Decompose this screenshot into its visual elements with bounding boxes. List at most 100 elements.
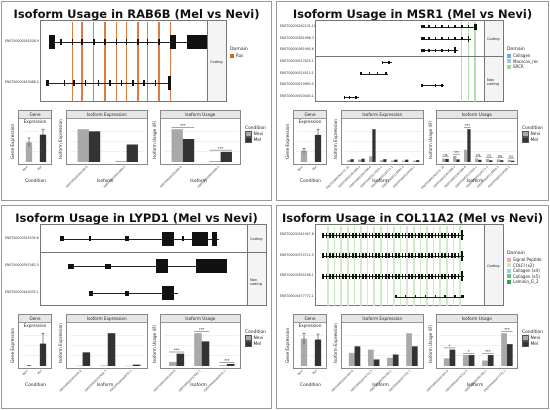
protein-domain-band [158, 22, 160, 102]
bar-mel [477, 159, 482, 162]
exon-block [454, 232, 456, 238]
exon-block [81, 38, 84, 45]
protein-domain-band [71, 22, 74, 102]
exon-block [414, 295, 417, 299]
exon-block [146, 38, 149, 45]
bar-nevi [300, 338, 308, 366]
tick-label: Nevi [21, 165, 28, 172]
tick-label: Nevi [296, 165, 303, 172]
bar-nevi [348, 352, 355, 366]
bar-mel [201, 341, 209, 366]
exon-block [421, 48, 425, 52]
intron-line [60, 238, 219, 240]
exon-block [92, 38, 95, 45]
bar-mel [449, 349, 455, 366]
exon-block [434, 83, 437, 87]
exon-block [441, 25, 443, 29]
mini-chart-title: Gene Expression [19, 315, 51, 328]
domain-legend: Domain Signal Peptide COLFI (x2) Collagen (… [507, 251, 542, 285]
exon-block [427, 253, 430, 259]
protein-domain-band [340, 226, 343, 306]
domain-legend-label: Collagen [513, 53, 531, 59]
significance-label: *** [464, 124, 470, 128]
domain-swatch [507, 279, 511, 284]
x-axis-label: Condition [25, 179, 46, 184]
exon-block [358, 232, 361, 238]
bar-nevi [401, 160, 406, 162]
bar-nevi [441, 158, 445, 162]
domain-legend-item: Macscav_rec [507, 59, 538, 65]
protein-domain-band [333, 226, 336, 306]
exon-block [408, 273, 410, 279]
condition-legend: Condition Nevi Mel [522, 126, 543, 144]
tick-label: ENST00000345039.8 [152, 369, 176, 393]
exon-block [60, 236, 65, 242]
mini-chart-svg [297, 128, 325, 162]
protein-domain-band [125, 22, 128, 102]
mel-swatch [522, 136, 529, 144]
significance-label: *** [180, 124, 186, 128]
exon-block [322, 273, 324, 279]
exon-block [325, 253, 328, 259]
mel-swatch [245, 340, 252, 348]
transcript-id-label: ENST00000345039.8 [5, 235, 39, 240]
exon-block [325, 232, 328, 238]
exon-block [332, 232, 334, 238]
bar-mel [226, 363, 234, 366]
transcript-id-label: ENST00000483088.5 [5, 79, 39, 84]
exon-block [401, 273, 404, 279]
intron-line [322, 276, 465, 278]
tick-labels: ENST00000345039.8 ENST00000397482.5 ENST00… [59, 369, 133, 393]
exon-block [88, 290, 93, 296]
exon-block [378, 273, 381, 279]
intron-line [394, 296, 465, 298]
intron-line [421, 38, 471, 40]
exon-block [375, 253, 377, 259]
exon-block [338, 232, 341, 238]
domain-legend-label: SRCR [513, 64, 524, 70]
mini-chart-title: Gene Expression [294, 111, 326, 124]
protein-domain-band [347, 226, 349, 306]
bar-nevi [115, 160, 127, 162]
domain-legend-label: Laminin_G_2 [513, 279, 539, 285]
tick-label: ENST00000483088.5 [196, 165, 220, 189]
exon-block [361, 273, 364, 279]
exon-block [335, 232, 338, 238]
exon-block [391, 253, 394, 259]
exon-block [454, 253, 456, 259]
intron-line [421, 85, 445, 87]
exon-block [454, 273, 456, 279]
exon-block [454, 295, 456, 299]
condition-legend: Condition Nevi Mel [522, 330, 543, 348]
exon-block [447, 25, 450, 29]
exon-block [434, 295, 437, 299]
gene-structure-track: Coding Non coding [315, 20, 504, 102]
exon-block [427, 25, 430, 29]
exon-block [388, 232, 390, 238]
exon-block [136, 38, 139, 45]
domain-swatch [507, 59, 511, 64]
significance-label: ns [498, 154, 502, 158]
exon-block [404, 273, 407, 279]
mini-chart-svg [297, 332, 325, 366]
exon-block [411, 232, 414, 238]
domain-legend-item: Collagen (x5) [507, 274, 542, 280]
exon-block [381, 273, 384, 279]
mini-chart-isoform-expression: Isoform Expression [66, 314, 148, 369]
exon-block [457, 273, 460, 279]
tick-label: ENST00000345039.8 [59, 369, 83, 393]
mini-chart-isoform-usage: Isoform Usage *** *** [159, 110, 241, 165]
strip-label: Coding [487, 264, 500, 268]
y-axis-label: Isoform Expression [333, 323, 338, 363]
exon-block [385, 72, 387, 76]
exon-block [421, 25, 425, 29]
domain-swatch [507, 263, 511, 268]
panel-title: Isoform Usage in RAB6B (Mel vs Nevi) [13, 7, 260, 21]
bar-mel [466, 129, 471, 162]
bar-nevi [347, 160, 351, 162]
condition-legend-title: Condition [522, 330, 543, 335]
exon-block [427, 48, 430, 52]
domain-legend-item: SRCR [507, 64, 538, 70]
mini-chart-title: Gene Expression [294, 315, 326, 328]
x-axis-label: Isoform [372, 383, 389, 388]
